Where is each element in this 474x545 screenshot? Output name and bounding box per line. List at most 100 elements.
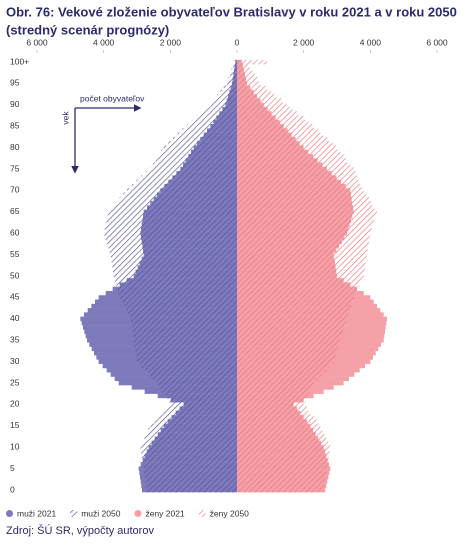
bar <box>237 342 339 347</box>
bar <box>142 457 237 463</box>
bar <box>119 196 237 202</box>
bar <box>237 154 344 159</box>
bar <box>103 231 238 236</box>
bar <box>220 89 237 95</box>
bar <box>141 453 237 459</box>
bar <box>167 397 237 403</box>
legend-label: ženy 2021 <box>145 508 184 518</box>
bar <box>201 111 237 116</box>
bar <box>237 380 314 386</box>
bar <box>231 68 237 73</box>
x-tick-label: 6 000 <box>426 37 448 47</box>
y-tick-label: 95 <box>10 78 20 88</box>
legend-item: muži 2050 <box>70 508 121 518</box>
x-tick-label: 0 <box>235 37 240 47</box>
bar <box>237 419 317 424</box>
bar <box>116 282 237 287</box>
bar <box>141 449 237 454</box>
axes: 0 2 000 2 000 4 000 4 000 6 000 6 000 0 5 10 15 20 2… <box>10 37 448 494</box>
x-tick-label: 6 000 <box>26 37 48 47</box>
bar <box>149 372 237 377</box>
y-tick-label: 0 <box>10 484 15 494</box>
bar <box>237 290 356 296</box>
bar <box>111 261 237 266</box>
bar <box>168 141 237 146</box>
bar <box>150 166 237 172</box>
bar <box>153 162 237 168</box>
bar <box>237 273 364 279</box>
bar <box>237 222 373 227</box>
legend-label: muži 2050 <box>81 508 120 518</box>
bar <box>237 64 250 69</box>
bar <box>227 81 237 86</box>
bar <box>237 136 328 142</box>
bar <box>237 231 371 236</box>
bar <box>237 397 306 403</box>
bar <box>135 350 237 356</box>
bar <box>159 385 237 390</box>
bar <box>106 239 237 245</box>
bar <box>237 256 367 262</box>
bar <box>111 256 237 262</box>
bar <box>133 333 237 339</box>
bar <box>237 196 369 202</box>
y-tick-label: 100+ <box>10 56 29 66</box>
bar <box>237 385 312 390</box>
bar <box>161 149 237 155</box>
y-tick-label: 60 <box>10 227 20 237</box>
chart-title: Obr. 76: Vekové zloženie obyvateľov Brat… <box>6 4 457 19</box>
bar <box>237 149 341 155</box>
x-tick-label: 2 000 <box>293 37 315 47</box>
bar <box>223 85 237 91</box>
bar <box>237 248 368 253</box>
y-tick-label: 5 <box>10 463 15 473</box>
bar <box>124 303 237 309</box>
bar <box>237 183 362 189</box>
y-tick-label: 30 <box>10 356 20 366</box>
bar <box>237 141 333 146</box>
bar <box>237 333 342 339</box>
bar <box>205 106 237 112</box>
bar <box>182 128 237 133</box>
bar <box>137 359 237 364</box>
bar <box>162 389 237 394</box>
y-tick-label: 80 <box>10 142 20 152</box>
bar <box>107 243 238 249</box>
y-tick-label: 45 <box>10 292 20 302</box>
bar <box>237 423 321 429</box>
y-tick-label: 40 <box>10 313 20 323</box>
bar <box>237 171 356 176</box>
y-tick-label: 90 <box>10 99 20 109</box>
bar <box>237 479 325 484</box>
bar <box>166 406 237 412</box>
bar <box>237 239 369 245</box>
bar <box>158 415 237 420</box>
bar <box>157 380 237 386</box>
bar <box>237 158 347 163</box>
y-tick-label: 50 <box>10 270 20 280</box>
bar <box>131 320 237 326</box>
bar <box>237 393 308 399</box>
bar <box>237 325 345 330</box>
bar <box>145 171 237 176</box>
bar <box>237 106 293 112</box>
bar <box>237 303 351 309</box>
y-tick-label: 25 <box>10 377 20 387</box>
bar <box>237 350 337 356</box>
bar <box>237 218 375 223</box>
bar <box>144 470 237 476</box>
y-tick-label: 35 <box>10 334 20 344</box>
y-tick-label: 65 <box>10 206 20 216</box>
bar <box>237 440 329 446</box>
legend-label: ženy 2050 <box>210 508 249 518</box>
bar <box>237 188 364 193</box>
bar <box>145 475 237 480</box>
bar <box>237 457 329 463</box>
bar <box>165 393 237 399</box>
y-tick-label: 70 <box>10 185 20 195</box>
bar <box>112 205 237 210</box>
chart-subtitle: (stredný scenár prognózy) <box>6 22 169 37</box>
bar <box>191 119 237 125</box>
bar <box>147 487 237 493</box>
bar <box>237 213 376 219</box>
